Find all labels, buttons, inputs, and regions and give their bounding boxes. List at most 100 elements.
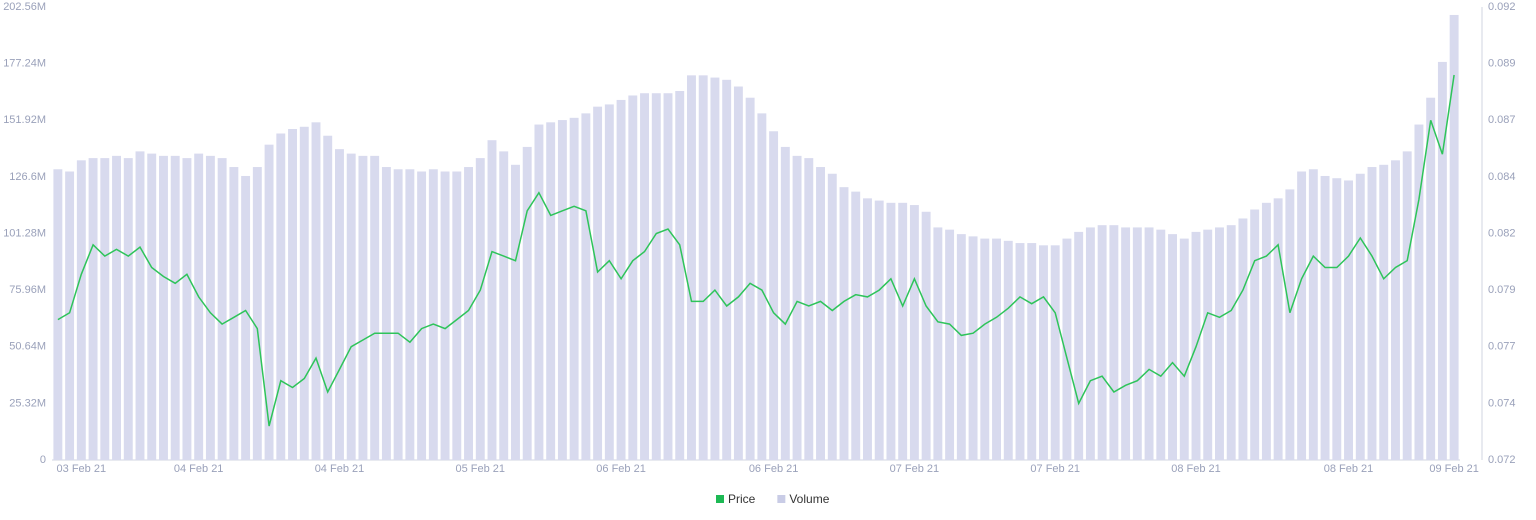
x-tick-label: 03 Feb 21 — [57, 463, 107, 475]
legend-label[interactable]: Price — [728, 492, 756, 506]
volume-bar — [1179, 238, 1189, 460]
volume-bar — [147, 153, 157, 460]
volume-bar — [546, 122, 556, 460]
volume-bar — [393, 169, 403, 460]
volume-bar — [1132, 227, 1142, 460]
volume-bar — [464, 167, 473, 460]
volume-bar — [276, 133, 286, 461]
y2-tick-label: 0.079 — [1488, 284, 1516, 296]
volume-bar — [475, 158, 485, 460]
volume-bar — [53, 169, 63, 460]
x-tick-label: 08 Feb 21 — [1324, 463, 1374, 475]
volume-bar — [640, 93, 649, 461]
volume-bar — [159, 155, 168, 460]
volume-bar — [405, 169, 415, 460]
volume-bar — [499, 151, 509, 461]
volume-bar — [1238, 218, 1248, 460]
volume-bar — [980, 238, 990, 460]
volume-bar — [722, 79, 732, 461]
volume-bar — [417, 171, 427, 461]
volume-bar — [1121, 227, 1131, 460]
y2-tick-label: 0.074 — [1488, 397, 1516, 409]
volume-bar — [335, 149, 344, 460]
volume-bar — [874, 200, 884, 460]
y-tick-label: 177.24M — [3, 58, 46, 70]
y2-tick-label: 0.084 — [1488, 171, 1516, 183]
price-line — [57, 74, 1455, 427]
y2-tick-label: 0.089 — [1488, 58, 1516, 70]
volume-bar — [687, 75, 696, 461]
volume-bar — [1062, 238, 1072, 460]
volume-bar — [581, 113, 591, 460]
volume-bar — [1203, 229, 1213, 460]
volume-bar — [1144, 227, 1154, 460]
volume-bar — [1215, 227, 1224, 460]
volume-bar — [452, 171, 462, 461]
y-tick-label: 151.92M — [3, 114, 46, 126]
volume-bar — [628, 95, 638, 460]
volume-bar — [1344, 180, 1353, 461]
volume-bar — [205, 155, 215, 460]
y-tick-label: 202.56M — [3, 1, 46, 13]
y-tick-label: 25.32M — [9, 397, 46, 409]
volume-bar — [1250, 209, 1260, 460]
volume-bar — [733, 86, 743, 460]
volume-bar — [851, 191, 861, 460]
volume-bar — [1449, 14, 1459, 461]
volume-bar — [1308, 169, 1318, 460]
volume-bar — [863, 198, 872, 461]
volume-bar — [1003, 240, 1013, 460]
volume-bar — [816, 167, 825, 460]
y-tick-label: 50.64M — [9, 341, 46, 353]
volume-bar — [956, 234, 966, 460]
y2-tick-label: 0.092 — [1488, 1, 1516, 13]
volume-bar — [604, 104, 614, 460]
volume-bar — [1039, 245, 1048, 460]
volume-bar — [428, 169, 438, 460]
volume-bar — [135, 151, 145, 461]
legend-label[interactable]: Volume — [789, 492, 829, 506]
volume-bar — [698, 75, 708, 461]
volume-bar — [381, 167, 391, 460]
legend-swatch[interactable] — [777, 495, 786, 503]
volume-bar — [534, 124, 544, 461]
x-tick-label: 09 Feb 21 — [1429, 463, 1479, 475]
volume-bar — [1320, 175, 1330, 460]
y-tick-label: 126.6M — [9, 171, 46, 183]
volume-bar — [804, 158, 814, 460]
volume-bar — [827, 173, 837, 460]
volume-bar — [65, 171, 75, 461]
volume-bar — [112, 155, 121, 460]
volume-bar — [898, 202, 908, 460]
volume-bar — [1027, 243, 1037, 460]
volume-bar — [1379, 164, 1389, 460]
volume-bar — [1109, 225, 1119, 460]
x-tick-label: 07 Feb 21 — [1030, 463, 1080, 475]
volume-bar — [346, 153, 356, 460]
x-tick-label: 04 Feb 21 — [174, 463, 224, 475]
volume-bar — [792, 155, 802, 460]
volume-bar — [76, 160, 86, 460]
volume-bar — [1015, 243, 1025, 460]
volume-bar — [1156, 229, 1166, 460]
volume-bar — [839, 187, 849, 460]
volume-bar — [1367, 167, 1377, 460]
volume-bar — [487, 140, 497, 460]
volume-bar — [299, 126, 309, 460]
volume-bar — [440, 171, 450, 461]
volume-bar — [1097, 225, 1107, 460]
volume-bar — [886, 202, 896, 460]
volume-bar — [1391, 160, 1400, 460]
volume-bar — [757, 113, 767, 460]
volume-bar — [745, 97, 755, 461]
volume-bar — [370, 155, 380, 460]
volume-bar — [1050, 245, 1060, 460]
volume-bar — [323, 135, 333, 460]
volume-bar — [569, 117, 579, 460]
volume-bar — [88, 158, 98, 460]
volume-bar — [992, 238, 1001, 460]
legend-swatch[interactable] — [716, 495, 724, 503]
volume-bar — [252, 167, 262, 460]
y2-tick-label: 0.077 — [1488, 341, 1516, 353]
volume-bar — [557, 120, 567, 460]
